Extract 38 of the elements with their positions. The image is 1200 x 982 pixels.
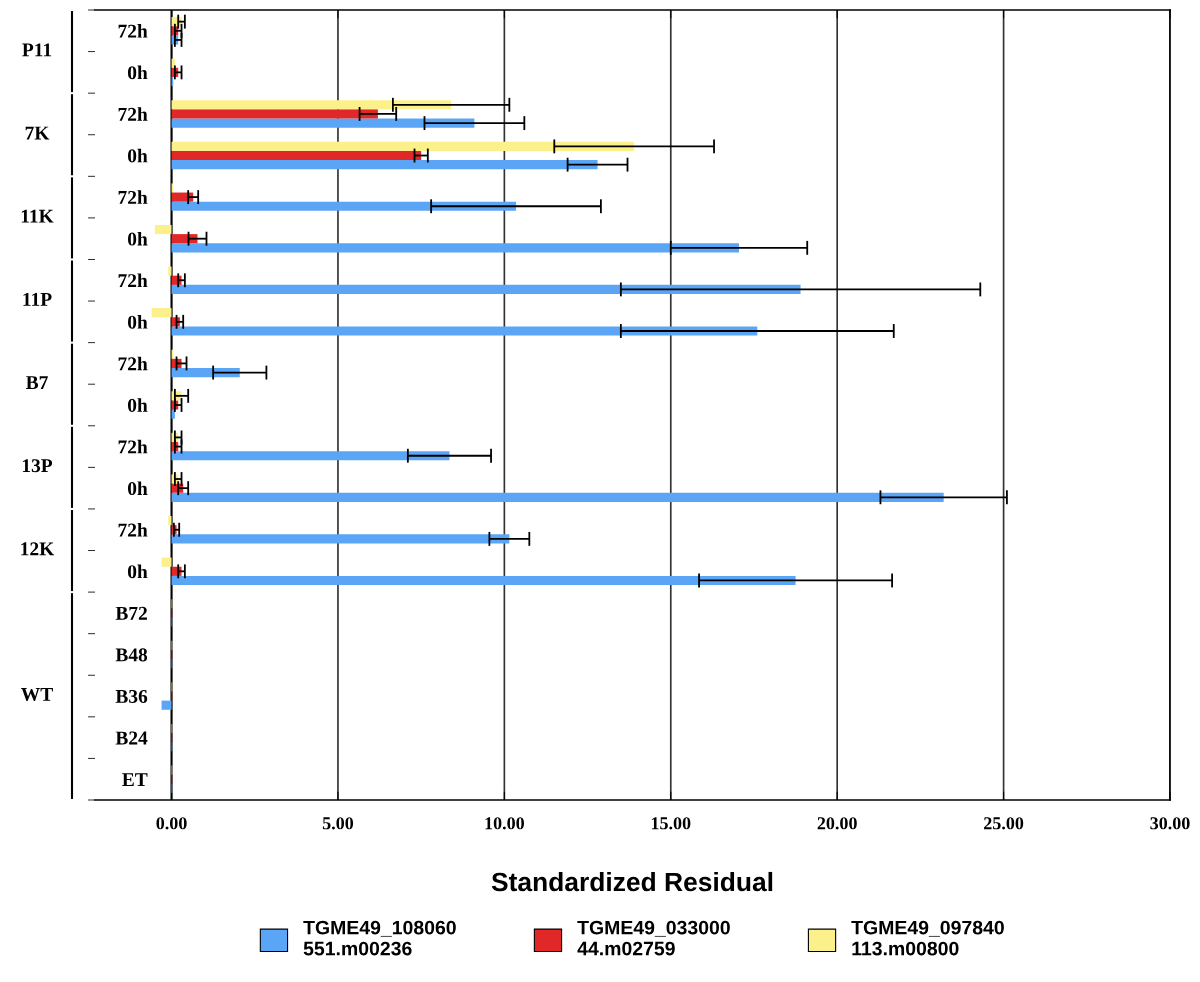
text: B7 [25, 376, 48, 389]
y-tick-label: 72h [118, 356, 148, 371]
y-tick-label: 0h [127, 65, 148, 80]
y-tick-label: 0h [127, 315, 148, 329]
x-tick-label: 20.00 [817, 817, 857, 830]
y-tick-label: 0h [127, 148, 148, 163]
y-tick-label: 0h [127, 481, 148, 496]
x-tick-label: 0.00 [156, 817, 187, 830]
x-tick-label: 30.00 [1150, 817, 1190, 830]
y-tick-label: 72h [118, 24, 148, 38]
y-tick-label: B72 [115, 606, 147, 620]
x-tick-label: 5.00 [322, 817, 354, 830]
x-tick-label: 10.00 [485, 817, 524, 830]
y-tick-label: ET [122, 773, 148, 786]
x-tick-label: 25.00 [984, 817, 1024, 830]
text: 7K [25, 126, 50, 140]
x-axis-title: Standardized Residual [491, 871, 773, 892]
text: WT [21, 688, 53, 702]
y-tick-label: 72h [118, 522, 148, 537]
y-tick-label: 0h [127, 231, 148, 246]
x-tick-label: 15.00 [651, 817, 691, 830]
y-tick-label: 0h [127, 398, 148, 412]
y-tick-label: 72h [118, 273, 148, 288]
text: 13P [22, 459, 53, 473]
text: P11 [22, 43, 52, 57]
y-tick-label: B36 [115, 689, 148, 703]
y-tick-label: 72h [118, 107, 148, 121]
y-tick-label: 72h [118, 190, 148, 204]
legend-label: TGME49_097840 113.m00800 [851, 920, 1004, 956]
y-tick-label: 0h [127, 564, 148, 579]
y-tick-label: B24 [115, 731, 148, 745]
legend-label: TGME49_033000 44.m02759 [577, 920, 730, 956]
text: 11P [23, 292, 52, 306]
y-tick-label: B48 [115, 648, 148, 662]
text: 12K [21, 542, 55, 556]
y-tick-label: 72h [118, 439, 148, 454]
legend-label: TGME49_108060 551.m00236 [303, 920, 456, 956]
text: 11K [21, 209, 54, 223]
